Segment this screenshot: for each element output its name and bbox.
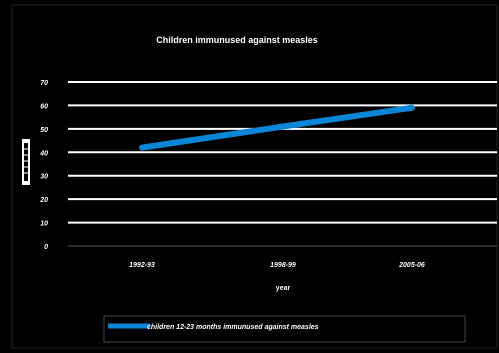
data-point <box>280 123 286 130</box>
legend-box <box>103 315 466 343</box>
data-point <box>139 144 145 151</box>
x-tick-labels: 1992-93 1998-99 2005-06 <box>129 262 425 269</box>
data-point <box>409 104 415 111</box>
y-tick-labels: 0 10 20 30 40 50 60 70 <box>39 80 48 251</box>
y-tick-label: 0 <box>44 244 48 251</box>
legend: children 12-23 months immunused against … <box>103 315 466 343</box>
series-layer <box>139 104 415 151</box>
legend-label: children 12-23 months immunused against … <box>147 324 319 331</box>
y-tick-label: 30 <box>40 174 48 181</box>
y-tick-label: 60 <box>40 103 48 110</box>
chart-title: Children immunused against measles <box>156 35 318 45</box>
x-tick-label: 1998-99 <box>270 262 296 269</box>
y-tick-label: 10 <box>40 221 48 228</box>
y-axis-indicator <box>22 139 30 185</box>
y-tick-label: 70 <box>40 80 48 87</box>
x-tick-label: 2005-06 <box>398 262 425 269</box>
y-tick-label: 20 <box>39 197 48 204</box>
y-tick-label: 50 <box>40 127 48 134</box>
x-tick-label: 1992-93 <box>129 262 155 269</box>
x-axis-title: year <box>276 285 291 292</box>
y-tick-label: 40 <box>39 150 48 157</box>
